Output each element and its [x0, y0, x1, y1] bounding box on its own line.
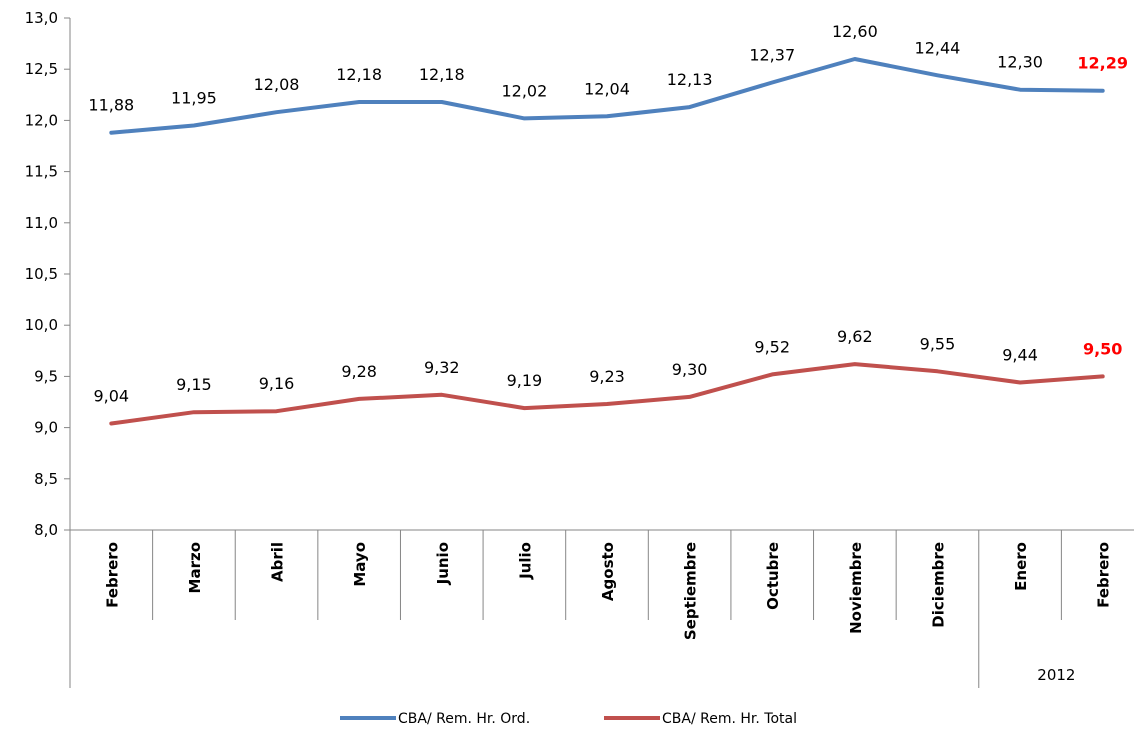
- chart-axes: [64, 17, 1134, 688]
- y-tick-label: 9,0: [34, 419, 58, 437]
- y-tick-label: 13,0: [25, 9, 58, 27]
- data-label: 9,28: [341, 362, 377, 381]
- data-label: 12,37: [749, 46, 795, 65]
- data-label: 9,50: [1083, 339, 1122, 358]
- data-label: 9,04: [93, 387, 129, 406]
- legend-label: CBA/ Rem. Hr. Total: [662, 711, 797, 727]
- data-labels: 11,88 11,95 12,08 12,18 12,18 12,02 12,04 12,13…: [88, 22, 1128, 406]
- y-tick-label: 8,0: [34, 521, 58, 539]
- y-tick-label: 12,0: [25, 111, 58, 129]
- data-label: 9,30: [672, 360, 708, 379]
- series-line: [109, 362, 1105, 426]
- x-axis-category-labels: Febrero Marzo Abril Mayo Junio Julio Agosto Sep…: [103, 542, 1112, 684]
- data-label: 12,04: [584, 79, 630, 98]
- x-category-label: Junio: [434, 542, 452, 585]
- data-label: 9,32: [424, 358, 460, 377]
- data-label: 12,44: [915, 38, 961, 57]
- y-tick-label: 9,5: [34, 367, 58, 385]
- data-label: 9,16: [259, 374, 295, 393]
- y-axis-tick-labels: 8,0 8,5 9,0 9,5 10,0 10,5 11,0 11,5 12,0 12,5 13,0: [25, 9, 58, 539]
- y-tick-label: 11,0: [25, 214, 58, 232]
- data-label: 12,13: [667, 70, 713, 89]
- y-tick-label: 8,5: [34, 470, 58, 488]
- data-label: 9,55: [920, 334, 956, 353]
- x-category-label: Agosto: [599, 542, 617, 601]
- data-label: 11,95: [171, 89, 217, 108]
- x-category-label: Febrero: [1095, 542, 1113, 608]
- y-tick-label: 10,5: [25, 265, 58, 283]
- series-lines: [109, 57, 1105, 426]
- data-label: 9,15: [176, 375, 212, 394]
- data-label: 9,52: [754, 337, 790, 356]
- data-label: 12,18: [336, 65, 382, 84]
- x-category-label: Marzo: [186, 542, 204, 593]
- x-category-label: Abril: [269, 542, 287, 582]
- x-category-label: Julio: [516, 542, 534, 580]
- data-label: 12,08: [254, 75, 300, 94]
- x-category-label: Septiembre: [682, 542, 700, 640]
- data-label: 9,62: [837, 327, 873, 346]
- data-label: 12,29: [1077, 54, 1128, 73]
- x-category-label: Mayo: [351, 542, 369, 587]
- x-category-label: Noviembre: [847, 542, 865, 634]
- data-label: 12,30: [997, 53, 1043, 72]
- x-category-label: Enero: [1012, 542, 1030, 591]
- series-line: [109, 57, 1105, 135]
- data-label: 9,19: [507, 371, 543, 390]
- legend-label: CBA/ Rem. Hr. Ord.: [398, 711, 530, 727]
- legend: CBA/ Rem. Hr. Ord. CBA/ Rem. Hr. Total: [340, 711, 797, 727]
- data-label: 9,23: [589, 367, 625, 386]
- y-tick-label: 12,5: [25, 60, 58, 78]
- data-label: 11,88: [88, 96, 134, 115]
- x-category-label: Diciembre: [929, 542, 947, 628]
- data-label: 12,18: [419, 65, 465, 84]
- x-category-label: Febrero: [103, 542, 121, 608]
- x-group-label: 2012: [1037, 666, 1075, 684]
- y-tick-label: 10,0: [25, 316, 58, 334]
- data-label: 12,60: [832, 22, 878, 41]
- x-category-label: Octubre: [764, 542, 782, 610]
- y-tick-label: 11,5: [25, 163, 58, 181]
- data-label: 9,44: [1002, 346, 1038, 365]
- data-label: 12,02: [501, 81, 547, 100]
